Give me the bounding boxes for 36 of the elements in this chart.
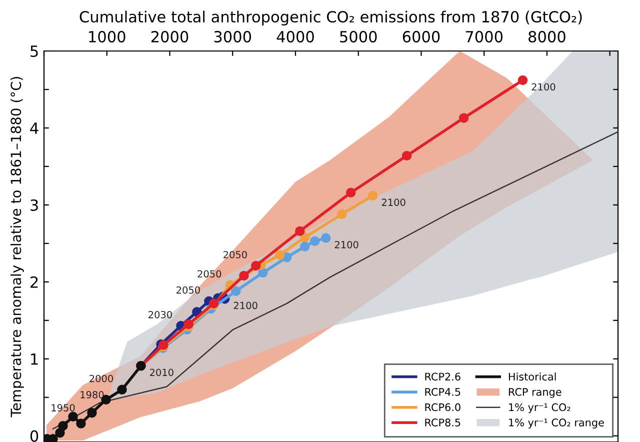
annotation: 2010: [150, 368, 174, 376]
legend-label: RCP8.5: [425, 418, 460, 426]
x-axis-title: Cumulative total anthropogenic CO₂ emissions from 1870 (GtCO₂): [80, 10, 582, 26]
y-tick-label: 2: [30, 276, 38, 288]
annotation: 2100: [334, 240, 358, 248]
annotation: 2000: [90, 374, 113, 382]
y-tick-label: 3: [30, 199, 38, 211]
legend-label: 1% yr⁻¹ CO₂ range: [509, 418, 604, 428]
y-tick-label: 1: [31, 354, 38, 365]
y-tick-label: 0: [30, 430, 38, 442]
x-tick-label: 5000: [340, 30, 377, 42]
y-tick-label: 4: [30, 122, 38, 134]
y-axis-title: Temperature anomaly relative to 1861–1880 (°C): [10, 76, 24, 418]
annotation: 2050: [198, 270, 222, 278]
legend-label: RCP4.5: [425, 388, 460, 396]
x-tick-label: 2000: [151, 30, 188, 42]
annotation: 2050: [224, 250, 247, 258]
annotation: 2050: [176, 286, 200, 294]
x-tick-label: 1000: [89, 30, 126, 42]
annotation: 1980: [80, 391, 104, 398]
x-tick-label: 3000: [214, 30, 252, 42]
x-tick-label: 8000: [528, 30, 566, 42]
x-tick-label: 7000: [466, 30, 503, 42]
x-tick-label: 6000: [402, 30, 440, 42]
y-tick-label: 5: [30, 46, 38, 58]
annotation: 2100: [382, 198, 406, 206]
annotation: 2030: [148, 310, 172, 318]
legend-label: RCP2.6: [425, 372, 460, 381]
legend-label: RCP range: [508, 388, 562, 398]
annotation: 1950: [52, 404, 75, 412]
annotation: 2100: [234, 302, 258, 310]
x-tick-label: 4000: [276, 30, 314, 42]
legend-label: Historical: [508, 372, 556, 381]
annotation: 2100: [532, 83, 556, 91]
legend-label: 1% yr⁻¹ CO₂: [509, 403, 570, 414]
legend-label: RCP6.0: [425, 403, 460, 412]
